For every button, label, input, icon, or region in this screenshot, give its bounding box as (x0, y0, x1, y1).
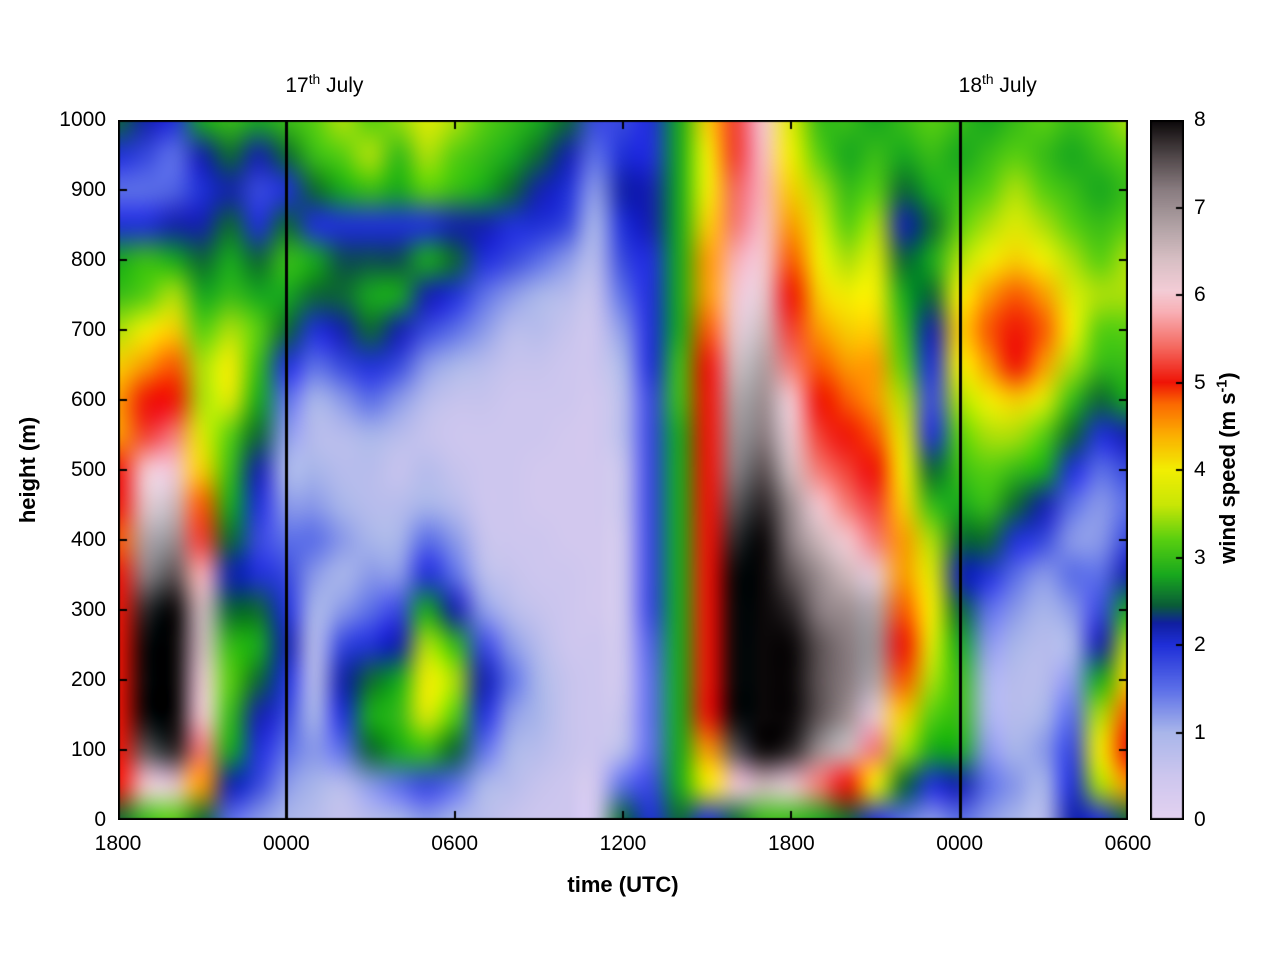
colorbar-tick-label: 6 (1194, 283, 1206, 306)
x-tick-label: 0000 (262, 832, 310, 855)
colorbar-tick-label: 0 (1194, 808, 1206, 831)
x-tick-label: 0000 (936, 832, 984, 855)
colorbar-label-close: ) (1215, 372, 1240, 380)
x-tick-label: 0600 (431, 832, 479, 855)
date-annotation-day: 17 (285, 74, 309, 97)
colorbar-label-text: wind speed (m s (1215, 392, 1240, 564)
colorbar-label: wind speed (m s-1) (1215, 372, 1241, 563)
colorbar-tick-label: 3 (1194, 545, 1206, 569)
y-tick-label: 100 (70, 738, 106, 761)
y-tick-label: 800 (70, 248, 106, 271)
date-annotation-17-july: 17th July (285, 71, 364, 98)
colorbar-tick-label: 7 (1194, 195, 1206, 219)
y-tick-label: 1000 (59, 108, 106, 131)
y-tick-label: 0 (94, 808, 106, 831)
colorbar-tick-label: 2 (1194, 633, 1206, 656)
colorbar-label-superscript: -1 (1214, 379, 1231, 393)
y-axis-label: height (m) (15, 416, 40, 524)
date-annotation-18-july: 18th July (958, 71, 1037, 98)
y-tick-label: 200 (70, 668, 106, 691)
colorbar (1150, 120, 1184, 820)
x-tick-label: 1800 (94, 832, 142, 855)
x-tick-label: 1200 (599, 832, 647, 855)
date-annotation-month: July (993, 74, 1037, 97)
colorbar-tick-label: 1 (1194, 720, 1206, 744)
date-annotation-ordinal: th (308, 71, 321, 87)
y-tick-label: 900 (70, 178, 106, 201)
colorbar-tick-label: 8 (1194, 108, 1206, 131)
date-annotation-ordinal: th (982, 71, 994, 87)
x-tick-label: 0600 (1104, 832, 1152, 855)
x-axis-label: time (UTC) (567, 872, 679, 897)
heatmap-canvas (118, 120, 1128, 820)
y-tick-label: 500 (70, 458, 106, 481)
date-annotation-day: 18 (958, 74, 983, 97)
colorbar-tick-label: 4 (1194, 458, 1206, 481)
date-annotation-month: July (320, 74, 364, 97)
colorbar-tick-label: 5 (1194, 370, 1206, 394)
x-tick-label: 1800 (767, 832, 815, 855)
y-tick-label: 700 (70, 318, 106, 341)
y-tick-label: 400 (70, 528, 106, 551)
y-tick-label: 300 (70, 598, 106, 621)
y-tick-label: 600 (70, 388, 106, 411)
